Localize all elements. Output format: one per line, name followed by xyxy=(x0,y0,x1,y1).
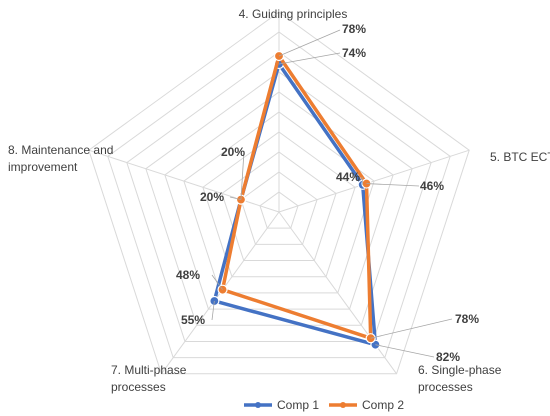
data-labels: 78% 74% 44% 46% 78% 82% 48% 55% 20% 20% xyxy=(176,22,479,364)
grid-ring xyxy=(221,151,337,262)
label-leader xyxy=(278,52,341,65)
label-leader xyxy=(366,183,420,187)
legend-marker-comp1 xyxy=(255,402,261,408)
category-label-btc-ect: 5. BTC ECT xyxy=(490,150,550,164)
legend-marker-comp2 xyxy=(340,402,346,408)
category-label-maintenance: 8. Maintenance and improvement xyxy=(8,143,113,174)
legend-item-comp2: Comp 2 xyxy=(329,398,404,412)
data-label-leaders xyxy=(211,29,453,358)
label-leader xyxy=(370,318,453,339)
data-label-comp2-multi: 48% xyxy=(176,268,200,282)
legend-item-comp1: Comp 1 xyxy=(244,398,319,412)
data-label-comp2-guiding: 78% xyxy=(342,22,366,36)
label-leader xyxy=(229,196,242,201)
grid-ring xyxy=(259,191,299,229)
category-label-multi-phase: 7. Multi-phase processes xyxy=(111,363,187,394)
data-label-comp2-maint: 20% xyxy=(200,190,224,204)
data-label-comp2-btc: 46% xyxy=(420,179,444,193)
series-line-comp2 xyxy=(220,54,373,340)
spoke xyxy=(88,149,280,213)
category-label-guiding-principles: 4. Guiding principles xyxy=(239,7,348,21)
grid-ring xyxy=(145,71,413,326)
grid-ring xyxy=(107,31,451,359)
data-label-comp1-maint: 20% xyxy=(221,145,245,159)
label-leader xyxy=(375,344,435,358)
series-group xyxy=(209,50,381,350)
data-label-comp1-btc: 44% xyxy=(336,170,360,184)
label-leader xyxy=(361,176,364,185)
grid-ring xyxy=(88,11,470,375)
category-label-single-phase: 6. Single-phase processes xyxy=(418,363,502,394)
label-leader xyxy=(240,150,245,200)
grid-ring xyxy=(240,171,318,245)
spoke xyxy=(278,149,470,213)
label-leader xyxy=(211,300,215,321)
data-label-comp1-guiding: 74% xyxy=(342,46,366,60)
grid-ring xyxy=(126,51,432,342)
grid-ring xyxy=(202,131,356,278)
label-leader xyxy=(211,274,223,290)
label-leader xyxy=(278,29,341,57)
legend-label-comp1: Comp 1 xyxy=(277,398,319,412)
data-label-comp1-multi: 55% xyxy=(181,313,205,327)
legend: Comp 1 Comp 2 xyxy=(244,398,404,412)
legend-label-comp2: Comp 2 xyxy=(362,398,404,412)
category-labels: 4. Guiding principles 5. BTC ECT 6. Sing… xyxy=(8,7,550,394)
data-label-comp2-single: 78% xyxy=(455,312,479,326)
data-label-comp1-single: 82% xyxy=(436,350,460,364)
